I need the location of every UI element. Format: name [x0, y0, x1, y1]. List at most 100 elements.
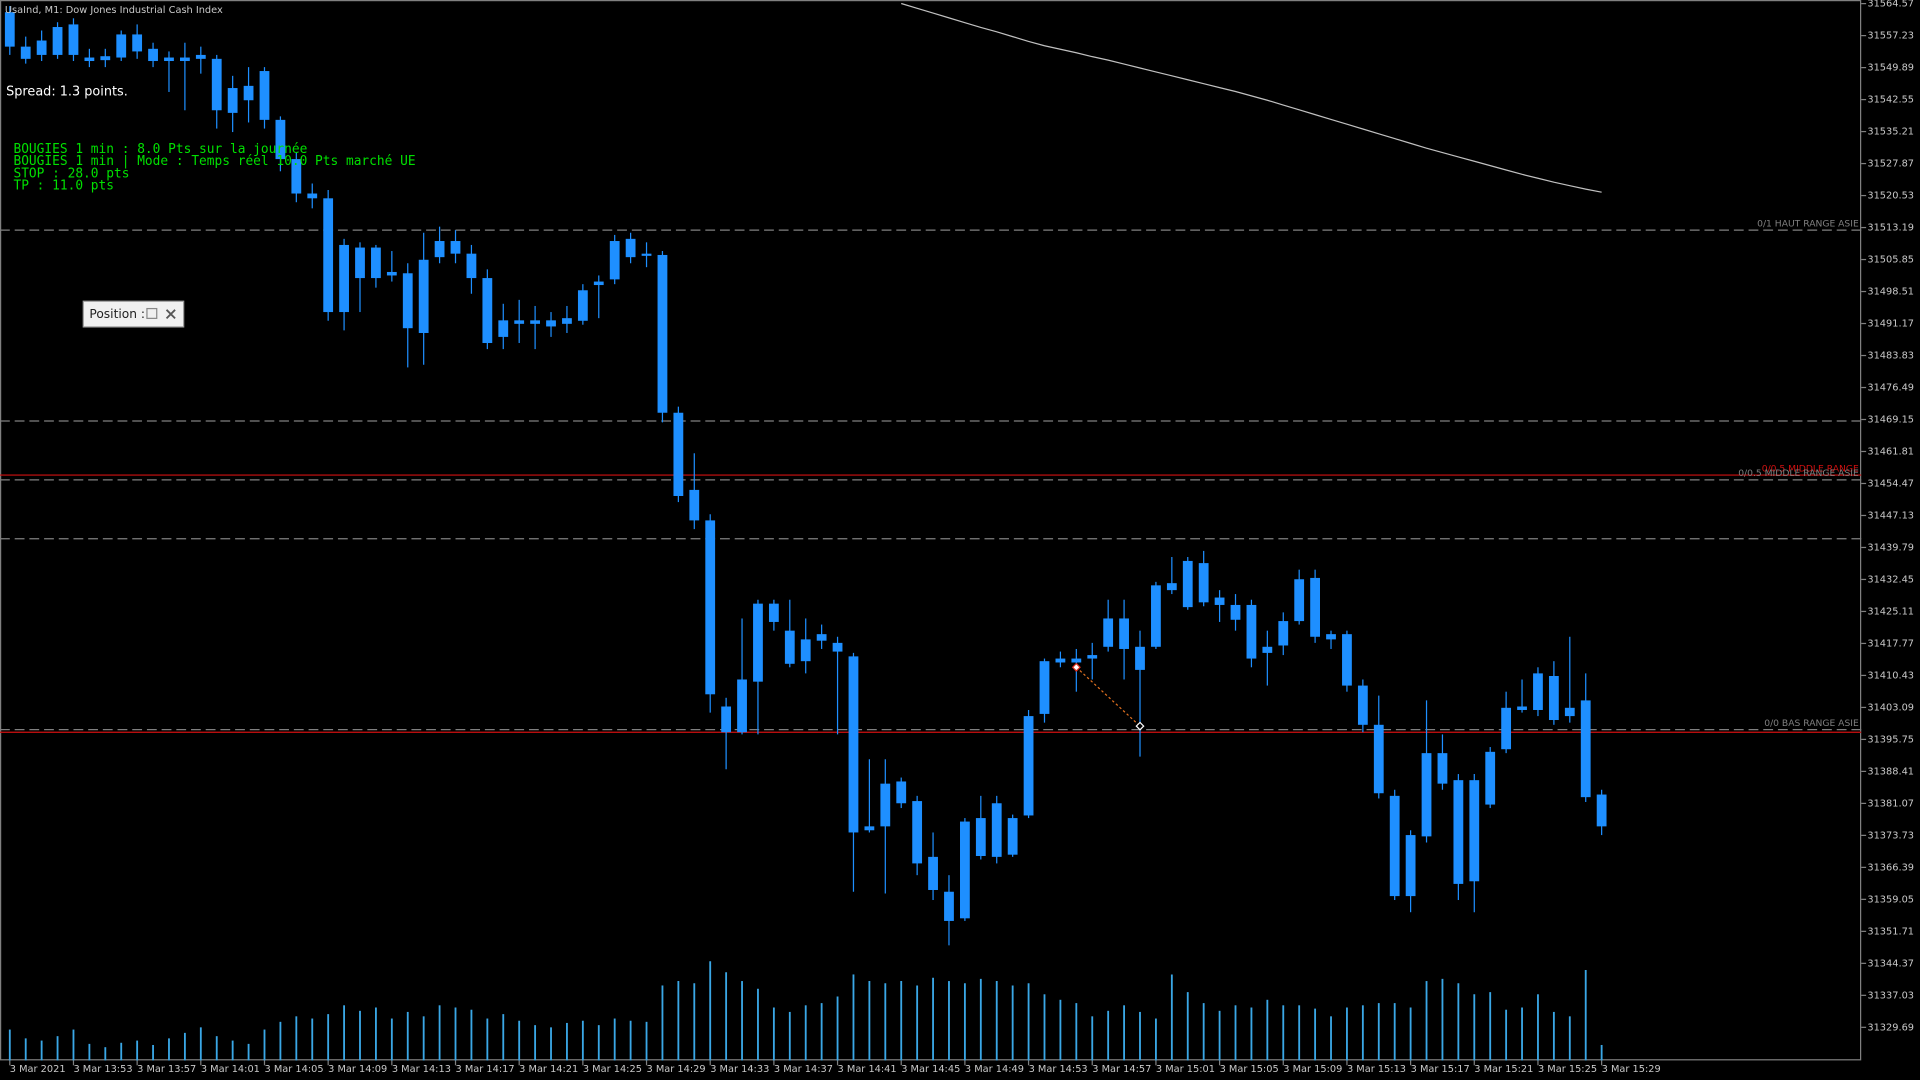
candle-body [1469, 780, 1480, 882]
x-tick-label: 3 Mar 14:57 [1092, 1064, 1151, 1075]
candle-body [546, 320, 556, 327]
panel-box[interactable] [82, 300, 185, 328]
y-tick-label: 31329.69 [1867, 1022, 1914, 1033]
x-tick-label: 3 Mar 14:53 [1029, 1064, 1088, 1075]
x-tick-label: 3 Mar 15:25 [1538, 1064, 1597, 1075]
y-tick-label: 31454.47 [1867, 478, 1914, 489]
close-button[interactable] [165, 309, 176, 320]
y-tick-label: 31520.53 [1867, 191, 1914, 202]
candle-body [960, 821, 970, 919]
candle-body [36, 40, 47, 55]
trade-close [1135, 721, 1145, 731]
candle-body [1437, 753, 1448, 784]
candle-body [84, 57, 95, 62]
y-tick-label: 31381.07 [1867, 798, 1914, 809]
restore-button[interactable] [146, 307, 158, 319]
candle-body [1071, 658, 1082, 663]
candle-body [466, 253, 477, 279]
candle-body [1326, 634, 1336, 640]
y-tick-label: 31483.83 [1867, 351, 1914, 362]
candle-body [1198, 563, 1209, 603]
y-tick-label: 31403.09 [1867, 702, 1914, 713]
candle-body [737, 679, 747, 733]
candle-body [195, 54, 206, 59]
y-tick-label: 31564.57 [1867, 0, 1914, 10]
x-tick-label: 3 Mar 14:45 [901, 1064, 960, 1075]
candle-body [991, 803, 1002, 857]
info-line: BOUGIES 1 min : 8.0 Pts sur la journée [13, 142, 307, 157]
candle-body [928, 856, 938, 890]
candle-body [68, 24, 79, 55]
candle-body [180, 57, 190, 62]
panel-title: Position : [89, 307, 145, 321]
candle-body [1023, 716, 1034, 816]
y-tick-label: 31527.87 [1867, 159, 1914, 170]
x-tick-label: 3 Mar 15:13 [1347, 1064, 1406, 1075]
moving-average [901, 2, 1602, 193]
info-line: BOUGIES 1 min | Mode : Temps réel 10.0 P… [13, 154, 415, 169]
position-panel[interactable]: Position : [82, 300, 185, 328]
candle-body [482, 278, 493, 344]
candle-body [609, 241, 620, 280]
candle-body [148, 48, 158, 62]
x-tick-label: 3 Mar 13:57 [137, 1064, 196, 1075]
x-tick-label: 3 Mar 14:33 [710, 1064, 769, 1075]
candle-body [1373, 724, 1384, 794]
x-tick-label: 3 Mar 2021 [10, 1064, 66, 1075]
candle-body [753, 603, 763, 682]
candle-body [1596, 794, 1607, 827]
candle-body [1580, 700, 1591, 798]
candle-body [1405, 835, 1416, 897]
candle-body [339, 244, 349, 313]
candle-body [832, 642, 843, 652]
candle-body [1310, 577, 1320, 637]
candle-body [1151, 585, 1161, 647]
candle-body [880, 783, 891, 827]
candle-body [4, 12, 15, 47]
candle-body [259, 71, 270, 120]
y-tick-label: 31337.03 [1867, 990, 1914, 1001]
candle-body [402, 273, 413, 329]
candle-body [164, 57, 174, 62]
y-tick-label: 31439.79 [1867, 542, 1914, 553]
candle-body [227, 88, 238, 113]
y-tick-label: 31366.39 [1867, 862, 1914, 873]
y-tick-label: 31417.77 [1867, 638, 1914, 649]
y-tick-label: 31549.89 [1867, 63, 1914, 74]
candle-body [1533, 673, 1543, 710]
x-tick-label: 3 Mar 15:21 [1474, 1064, 1533, 1075]
candle-body [657, 254, 668, 413]
x-tick-label: 3 Mar 14:25 [583, 1064, 642, 1075]
candle-body [1087, 655, 1098, 659]
candle-body [355, 247, 365, 279]
x-tick-label: 3 Mar 14:01 [201, 1064, 260, 1075]
candle-body [944, 891, 954, 921]
candle-body [689, 489, 700, 521]
candle-body [450, 241, 461, 254]
x-tick-label: 3 Mar 14:13 [392, 1064, 451, 1075]
y-tick-label: 31447.13 [1867, 510, 1914, 521]
candle-body [386, 271, 397, 276]
candle-body [1246, 604, 1257, 659]
candle-body [20, 46, 31, 59]
candle-body [975, 818, 986, 856]
candle-body [1357, 685, 1368, 725]
x-tick-label: 3 Mar 14:29 [647, 1064, 706, 1075]
candle-body [1166, 583, 1177, 591]
y-tick-label: 31498.51 [1867, 287, 1914, 298]
x-tick-label: 3 Mar 13:53 [73, 1064, 132, 1075]
candle-body [800, 639, 811, 662]
candle-body [1564, 707, 1575, 717]
info-line: STOP : 28.0 pts [13, 166, 129, 181]
candle-body [371, 247, 381, 279]
plot-frame [0, 0, 1862, 1061]
candle-body [1055, 658, 1066, 663]
candle-body [52, 27, 63, 55]
level-label: 0/0.5 MIDDLE RANGE [1762, 463, 1859, 474]
x-tick-label: 3 Mar 15:01 [1156, 1064, 1215, 1075]
candle-body [291, 159, 302, 194]
candle-body [132, 34, 143, 52]
candle-body [721, 706, 732, 733]
candle-body [434, 241, 445, 258]
